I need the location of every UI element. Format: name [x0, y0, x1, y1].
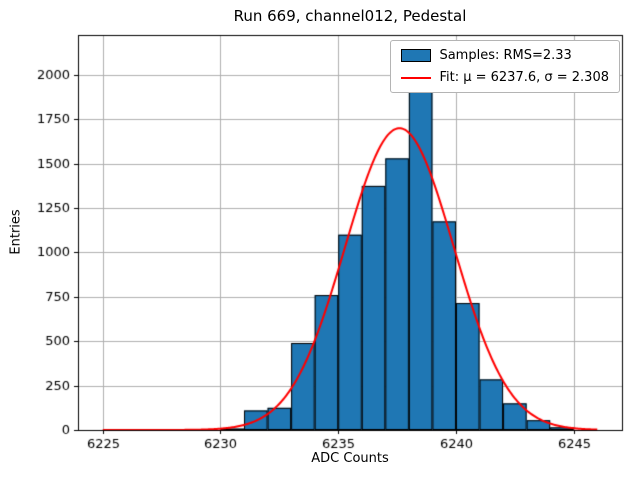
- chart-title: Run 669, channel012, Pedestal: [233, 7, 467, 25]
- x-axis-label: ADC Counts: [311, 451, 389, 466]
- legend: Samples: RMS=2.33 Fit: μ = 6237.6, σ = 2…: [390, 40, 620, 93]
- legend-label-samples: Samples: RMS=2.33: [439, 48, 572, 63]
- histogram-patch-swatch: [401, 49, 432, 62]
- legend-entry-samples: Samples: RMS=2.33: [401, 48, 609, 63]
- legend-label-fit: Fit: μ = 6237.6, σ = 2.308: [439, 70, 609, 85]
- legend-entry-fit: Fit: μ = 6237.6, σ = 2.308: [401, 70, 609, 85]
- y-axis-label: Entries: [8, 209, 24, 255]
- fit-line-swatch: [401, 76, 432, 79]
